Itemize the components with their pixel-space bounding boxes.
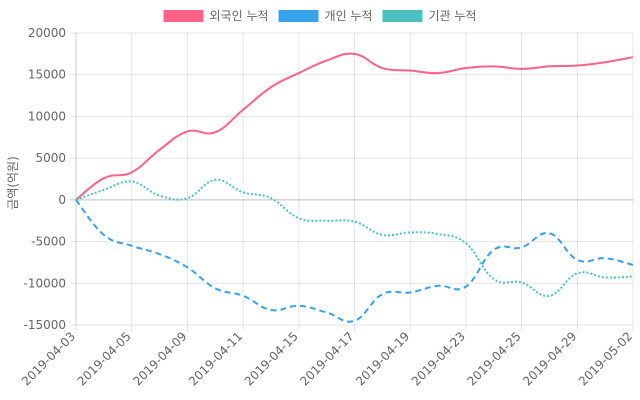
y-tick-label: -5000 xyxy=(31,235,66,249)
x-tick-label: 2019-05-02 xyxy=(576,329,635,388)
x-tick-label: 2019-04-29 xyxy=(520,329,579,388)
y-tick-label: 20000 xyxy=(28,26,66,40)
series-lines xyxy=(75,52,634,323)
x-tick-label: 2019-04-11 xyxy=(186,329,245,388)
x-tick-label: 2019-04-09 xyxy=(130,329,189,388)
legend-swatch xyxy=(163,10,204,22)
y-tick-label: 10000 xyxy=(28,109,66,123)
legend-label: 개인 누적 xyxy=(325,9,373,23)
legend-item-2[interactable]: 기관 누적 xyxy=(382,9,477,23)
x-tick-label: 2019-04-17 xyxy=(297,329,356,388)
x-tick-label: 2019-04-05 xyxy=(75,329,134,388)
series-line-2 xyxy=(75,178,634,297)
x-tick-label: 2019-04-25 xyxy=(465,329,524,388)
y-tick-label: 15000 xyxy=(28,68,66,82)
x-tick-label: 2019-04-19 xyxy=(353,329,412,388)
x-tick-label: 2019-04-15 xyxy=(242,329,301,388)
legend-item-1[interactable]: 개인 누적 xyxy=(278,9,373,23)
legend-label: 외국인 누적 xyxy=(210,9,269,23)
legend-swatch xyxy=(382,10,423,22)
y-tick-label: -10000 xyxy=(23,276,66,290)
legend-item-0[interactable]: 외국인 누적 xyxy=(163,9,269,23)
x-tick-label: 2019-04-23 xyxy=(409,329,468,388)
series-line-0 xyxy=(75,52,634,201)
x-axis: 2019-04-032019-04-052019-04-092019-04-11… xyxy=(19,329,635,388)
grid xyxy=(70,32,634,331)
legend[interactable]: 외국인 누적 개인 누적 기관 누적 xyxy=(163,9,477,23)
y-axis: 20000 15000 10000 5000 0 -5000 -10000 -15000 xyxy=(23,26,66,332)
x-tick-label: 2019-04-03 xyxy=(19,329,78,388)
legend-label: 기관 누적 xyxy=(429,9,477,23)
series-line-1 xyxy=(75,199,634,323)
y-axis-label: 금액(억원) xyxy=(6,156,20,210)
y-tick-label: -15000 xyxy=(23,318,66,332)
y-tick-label: 5000 xyxy=(35,151,66,165)
legend-swatch xyxy=(278,10,319,22)
y-tick-label: 0 xyxy=(58,193,66,207)
